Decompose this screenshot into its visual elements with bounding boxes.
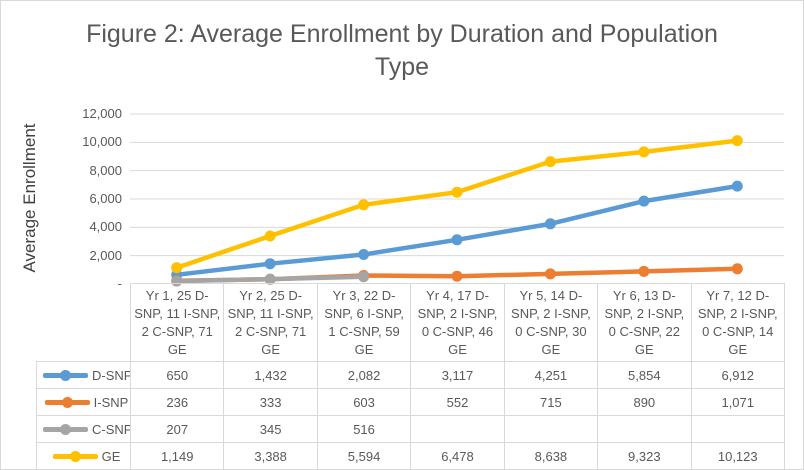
value-cell: 3,117 [410, 361, 505, 389]
legend-line-marker-icon [44, 397, 90, 409]
value-cell: 650 [129, 361, 225, 389]
plot-area [130, 113, 784, 287]
legend-key-cell-D-SNP: D-SNP [36, 361, 131, 389]
category-label: Yr 6, 13 D-SNP, 2 I-SNP, 0 C-SNP, 22 GE [597, 283, 692, 362]
series-line-GE [174, 138, 740, 270]
data-point-GE [544, 156, 556, 168]
value-cell: 236 [129, 388, 225, 416]
legend-key-cell-GE: GE [36, 442, 131, 469]
legend-line-marker-icon [43, 370, 88, 382]
y-tick-label: 8,000 [89, 162, 122, 178]
y-tick-label: 6,000 [89, 191, 122, 206]
data-point-D-SNP [544, 218, 556, 230]
legend-key-cell-I-SNP: I-SNP [36, 388, 131, 416]
value-cell: 1,149 [129, 442, 225, 469]
value-cell: 1,432 [223, 361, 318, 389]
legend-label: I-SNP [93, 395, 129, 411]
table-row-C-SNP: C-SNP 207 345 516 [36, 415, 785, 443]
value-cell: 10,123 [690, 442, 785, 469]
data-point-I-SNP [451, 270, 463, 282]
value-cell: 552 [410, 388, 505, 416]
y-tick-label: 2,000 [89, 247, 122, 263]
data-point-I-SNP [638, 265, 650, 277]
data-table-body: Yr 1, 25 D-SNP, 11 I-SNP, 2 C-SNP, 71 GE… [36, 283, 785, 469]
table-row-I-SNP: I-SNP 236 333 603 552 715 890 1,071 [36, 388, 785, 416]
category-label: Yr 1, 25 D-SNP, 11 I-SNP, 2 C-SNP, 71 GE [129, 283, 225, 362]
table-row-D-SNP: D-SNP 650 1,432 2,082 3,117 4,251 5,854 6,912 [36, 361, 785, 389]
value-cell [503, 415, 599, 443]
legend-line-marker-icon [43, 424, 88, 436]
value-cell: 516 [316, 415, 412, 443]
category-label: Yr 3, 22 D-SNP, 6 I-SNP, 1 C-SNP, 59 GE [316, 283, 412, 362]
value-cell [690, 415, 785, 443]
data-point-D-SNP [358, 249, 370, 260]
category-header-row: Yr 1, 25 D-SNP, 11 I-SNP, 2 C-SNP, 71 GE… [37, 283, 785, 362]
value-cell: 890 [597, 388, 692, 416]
y-tick-label: 10,000 [82, 134, 122, 150]
data-point-I-SNP [731, 263, 743, 275]
data-point-D-SNP [451, 234, 463, 246]
value-cell: 715 [503, 388, 599, 416]
data-point-D-SNP [264, 258, 276, 270]
y-tick-label: 12,000 [82, 106, 122, 121]
data-point-GE [731, 135, 743, 147]
data-point-GE [358, 199, 370, 211]
data-point-GE [451, 186, 463, 198]
data-point-D-SNP [731, 180, 743, 192]
legend-key-cell-C-SNP: C-SNP [36, 415, 131, 443]
value-cell: 9,323 [597, 442, 692, 469]
y-tick-label: - [117, 276, 122, 291]
value-cell: 333 [223, 388, 318, 416]
value-cell: 345 [223, 415, 318, 443]
legend-label: C-SNP [92, 422, 131, 438]
value-cell: 5,854 [597, 361, 692, 389]
category-label: Yr 7, 12 D-SNP, 2 I-SNP, 0 C-SNP, 14 GE [690, 283, 785, 362]
data-point-GE [171, 262, 183, 274]
category-label: Yr 2, 25 D-SNP, 11 I-SNP, 2 C-SNP, 71 GE [223, 283, 318, 362]
value-cell: 4,251 [503, 361, 599, 389]
category-label: Yr 5, 14 D-SNP, 2 I-SNP, 0 C-SNP, 30 GE [503, 283, 599, 362]
value-cell: 3,388 [223, 442, 318, 469]
category-label: Yr 4, 17 D-SNP, 2 I-SNP, 0 C-SNP, 46 GE [410, 283, 505, 362]
data-table: Yr 1, 25 D-SNP, 11 I-SNP, 2 C-SNP, 71 GE… [36, 283, 785, 469]
data-point-C-SNP [264, 273, 276, 285]
data-point-GE [264, 230, 276, 242]
value-cell: 207 [129, 415, 225, 443]
value-cell [410, 415, 505, 443]
table-corner-blank [37, 284, 131, 362]
chart-title: Figure 2: Average Enrollment by Duration… [86, 20, 718, 81]
data-point-GE [638, 146, 650, 158]
value-cell: 2,082 [316, 361, 412, 389]
value-cell: 603 [316, 388, 412, 416]
value-cell: 6,478 [410, 442, 505, 469]
legend-label: D-SNP [92, 368, 131, 384]
value-cell: 8,638 [503, 442, 599, 469]
data-point-C-SNP [358, 271, 370, 283]
value-cell: 5,594 [316, 442, 412, 469]
data-point-I-SNP [544, 268, 556, 280]
value-cell: 1,071 [690, 388, 785, 416]
value-cell: 6,912 [690, 361, 785, 389]
legend-label: GE [101, 449, 121, 465]
value-cell [597, 415, 692, 443]
table-row-GE: GE 1,149 3,388 5,594 6,478 8,638 9,323 10,123 [36, 442, 785, 469]
legend-line-marker-icon [52, 451, 98, 463]
y-tick-label: 4,000 [89, 219, 122, 235]
data-point-D-SNP [638, 195, 650, 207]
